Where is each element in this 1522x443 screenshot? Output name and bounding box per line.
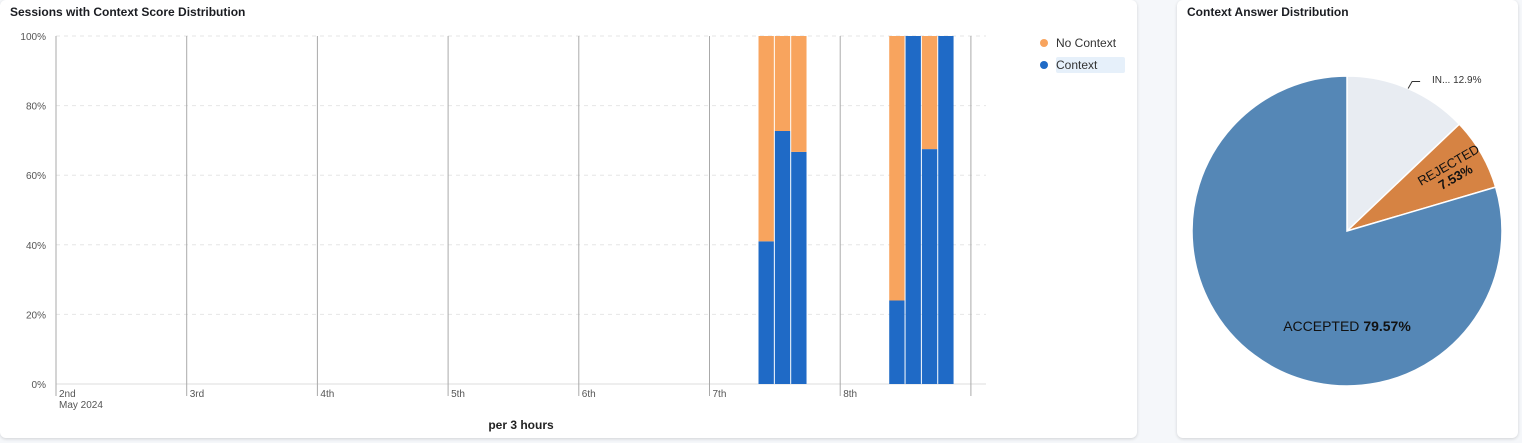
bar-chart: 0% 20% 40% 60% 80% 100% 2nd 3rd 4th 5th 6th 7th 8th M… bbox=[20, 32, 1125, 432]
y-tick-label: 0% bbox=[32, 380, 47, 391]
x-tick-sublabel: May 2024 bbox=[59, 400, 103, 411]
x-tick-label: 7th bbox=[713, 389, 727, 400]
legend-item[interactable]: No Context bbox=[1056, 36, 1117, 50]
bar-segment-context[interactable] bbox=[938, 36, 954, 384]
x-tick-label: 2nd bbox=[59, 389, 76, 400]
y-tick-label: 20% bbox=[26, 310, 46, 321]
bar-segment-context[interactable] bbox=[758, 241, 774, 384]
x-tick-label: 3rd bbox=[190, 389, 204, 400]
bar-segment-context[interactable] bbox=[791, 151, 807, 384]
bar-segment-context[interactable] bbox=[774, 131, 791, 384]
bar-segment-context[interactable] bbox=[905, 36, 921, 384]
x-axis-label: per 3 hours bbox=[488, 418, 554, 432]
label-leader bbox=[1407, 81, 1421, 89]
pie-slice-accepted[interactable] bbox=[1191, 75, 1503, 387]
x-tick-label: 4th bbox=[320, 389, 334, 400]
legend-item[interactable]: Context bbox=[1056, 58, 1098, 72]
legend-swatch bbox=[1040, 39, 1048, 47]
bar-segment-no-context[interactable] bbox=[889, 36, 905, 301]
bar-segment-context[interactable] bbox=[921, 149, 938, 384]
panel-title: Context Answer Distribution bbox=[1187, 5, 1349, 19]
x-tick-label: 5th bbox=[451, 389, 465, 400]
legend-swatch bbox=[1040, 61, 1048, 69]
bar-segment-context[interactable] bbox=[889, 300, 905, 384]
slice-label: ACCEPTED 79.57% bbox=[1283, 318, 1411, 334]
panel-title: Sessions with Context Score Distribution bbox=[10, 5, 246, 19]
pie-slice-in[interactable] bbox=[1346, 75, 1461, 233]
bar-segment-no-context[interactable] bbox=[758, 36, 774, 242]
context-score-panel: Sessions with Context Score Distribution… bbox=[10, 5, 1125, 432]
y-tick-label: 60% bbox=[26, 171, 46, 182]
x-tick-label: 8th bbox=[843, 389, 857, 400]
x-tick-label: 6th bbox=[582, 389, 596, 400]
bar-segment-no-context[interactable] bbox=[774, 36, 791, 132]
bar-segment-no-context[interactable] bbox=[791, 36, 807, 152]
y-tick-label: 80% bbox=[26, 102, 46, 113]
slice-label: IN... 12.9% bbox=[1432, 75, 1482, 86]
legend-highlight bbox=[1056, 57, 1125, 73]
y-tick-label: 100% bbox=[20, 32, 46, 43]
y-tick-label: 40% bbox=[26, 241, 46, 252]
bar-segment-no-context[interactable] bbox=[921, 36, 938, 150]
answer-distribution-panel: Context Answer Distribution IN... 12.9% R… bbox=[1177, 0, 1518, 438]
